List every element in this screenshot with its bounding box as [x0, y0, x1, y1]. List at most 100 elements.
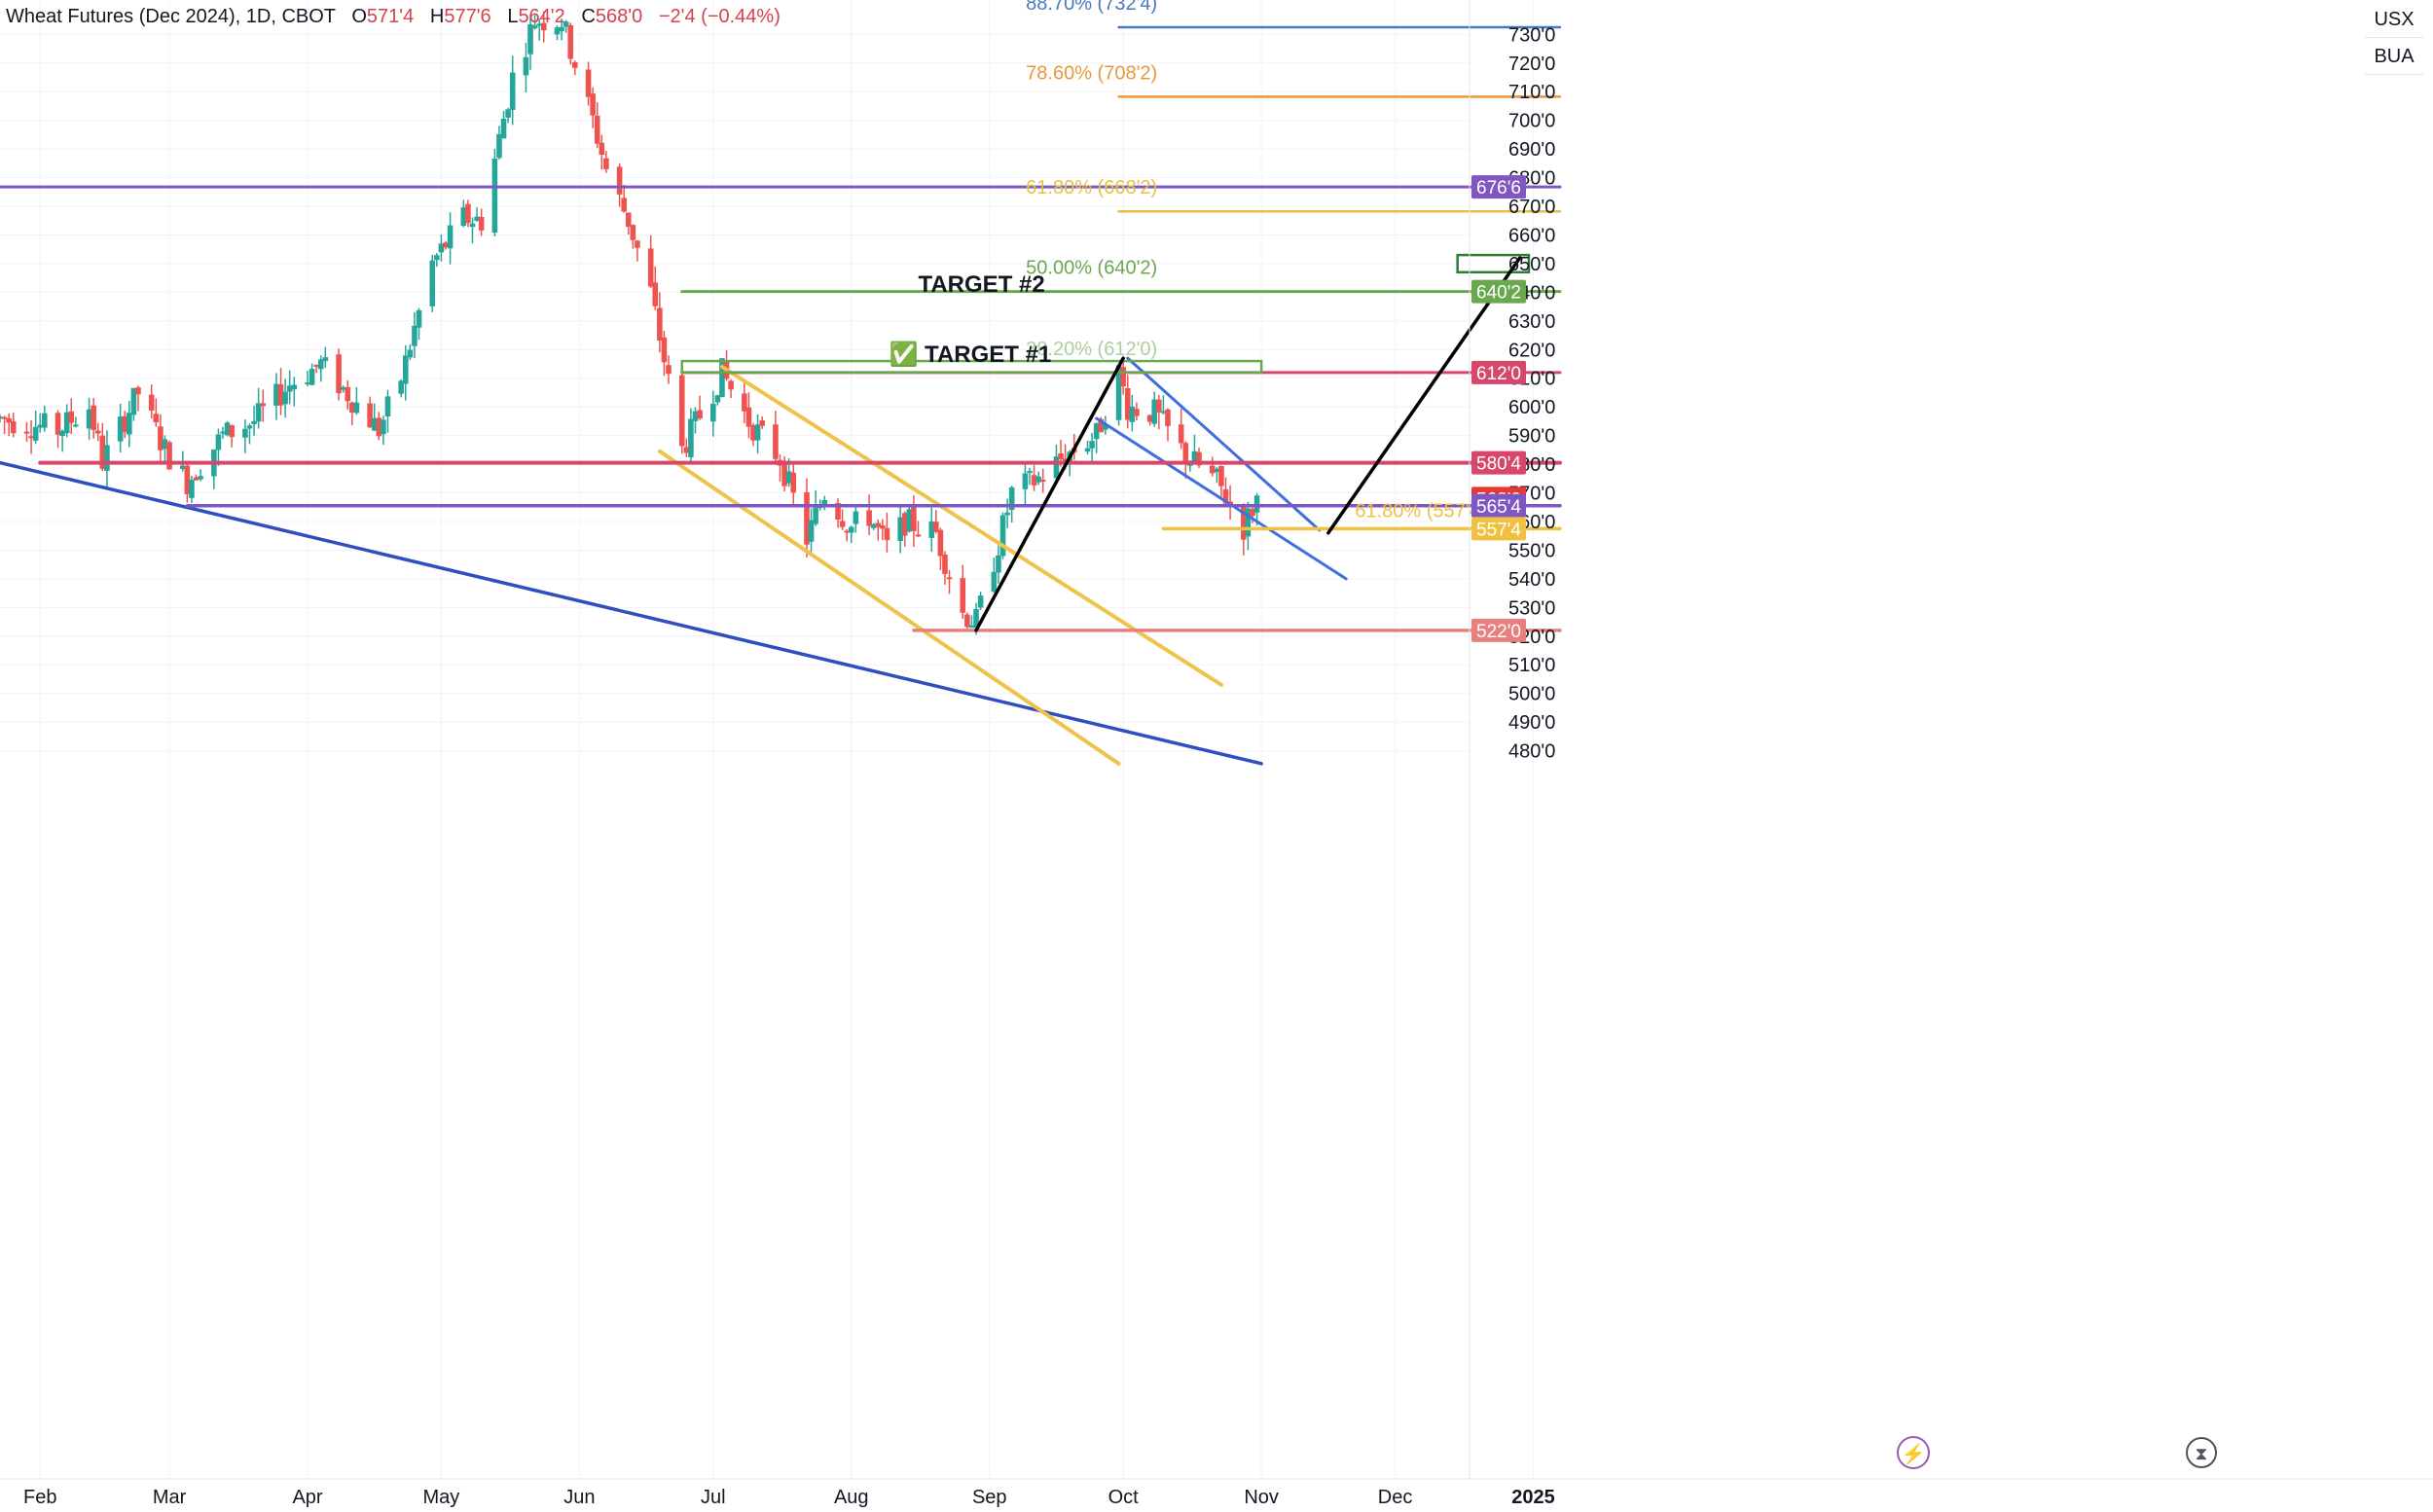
fib-label: 38.20% (612'0): [1026, 339, 1157, 360]
time-tick-label: Mar: [153, 1487, 187, 1508]
candle-body: [1084, 448, 1091, 452]
candle-body: [804, 491, 810, 545]
close-label: C: [581, 6, 596, 27]
candle-body: [130, 387, 137, 415]
candle-body: [500, 118, 507, 139]
candle-body: [1178, 424, 1184, 444]
price-tick-label: 710'0: [1508, 82, 1555, 103]
candle-body: [942, 555, 948, 574]
candle-body: [692, 411, 699, 421]
candle-body: [23, 431, 30, 434]
candle-body: [68, 411, 75, 423]
candle-body: [398, 380, 404, 394]
candle-body: [127, 413, 132, 435]
candle-body: [683, 447, 690, 453]
candle-body: [371, 417, 378, 431]
candle-body: [407, 349, 414, 358]
price-tick-label: 530'0: [1508, 597, 1555, 619]
channel-upper-line: [719, 364, 1223, 687]
price-tick-label: 630'0: [1508, 311, 1555, 333]
candle-body: [630, 225, 636, 240]
candle-body: [714, 395, 721, 403]
price-tick-label: 590'0: [1508, 426, 1555, 448]
candle-body: [960, 578, 966, 613]
candle-body: [666, 365, 672, 375]
candle-body: [808, 520, 815, 542]
candle-body: [933, 522, 939, 532]
candle-body: [790, 472, 797, 493]
price-tick-label: 690'0: [1508, 139, 1555, 161]
candle-body: [313, 365, 319, 368]
price-tag-bg: [1471, 618, 1526, 642]
candle-body: [63, 412, 70, 434]
candle-body: [968, 625, 975, 629]
candle-body: [866, 510, 872, 526]
candle-body: [0, 416, 3, 419]
candle-body: [179, 465, 186, 470]
candle-body: [603, 158, 609, 169]
candle-body: [710, 403, 716, 422]
candle-body: [647, 248, 654, 287]
candle-body: [198, 476, 203, 480]
flag-upper-line: [1126, 356, 1322, 532]
candle-body: [1187, 463, 1193, 466]
unit-button[interactable]: BUA: [2365, 39, 2423, 75]
candle-body: [848, 526, 854, 533]
candle-body: [460, 207, 467, 227]
candle-body: [1124, 387, 1131, 420]
candle-body: [491, 159, 498, 234]
candle-body: [242, 428, 248, 438]
candle-body: [317, 359, 324, 370]
target-1-box: [680, 359, 1263, 375]
candle-body: [870, 523, 877, 528]
candle-body: [54, 413, 61, 435]
impulse-line: [974, 356, 1125, 632]
time-tick-label: Aug: [834, 1487, 869, 1508]
time-tick-label: Sep: [972, 1487, 1007, 1508]
hourglass-glyph: ⧗: [2196, 1444, 2208, 1463]
candle-body: [1008, 486, 1015, 511]
candle-body: [478, 216, 485, 231]
open-value: 571'4: [366, 6, 415, 27]
candle-body: [915, 534, 922, 537]
candle-body: [973, 608, 979, 629]
candle-body: [158, 426, 163, 450]
candle-body: [536, 23, 542, 26]
candle-body: [59, 430, 65, 437]
candle-body: [1058, 452, 1064, 460]
candle-body: [117, 416, 124, 442]
candle-body: [572, 61, 578, 68]
candle-body: [773, 424, 779, 459]
candle-body: [785, 471, 792, 484]
price-tick-label: 700'0: [1508, 111, 1555, 132]
candle-body: [1165, 409, 1171, 426]
candle-body: [906, 509, 913, 532]
candle-body: [135, 387, 141, 395]
candle-body: [122, 415, 128, 432]
candle-body: [469, 223, 476, 228]
candle-body: [1151, 399, 1158, 424]
candle-body: [28, 436, 34, 439]
candle-body: [719, 358, 725, 397]
symbol-title: Wheat Futures (Dec 2024), 1D, CBOT: [6, 6, 336, 27]
candle-body: [523, 56, 529, 76]
candle-body: [1146, 414, 1153, 422]
candle-body: [1004, 512, 1010, 516]
price-tag-bg: [1471, 360, 1526, 384]
candle-body: [884, 527, 890, 541]
candle-body: [349, 402, 355, 414]
currency-button[interactable]: USX: [2365, 2, 2423, 38]
candle-body: [1196, 451, 1202, 466]
candle-body: [465, 203, 471, 224]
candle-body: [273, 383, 279, 406]
candle-body: [353, 402, 360, 414]
candle-body: [728, 380, 734, 390]
price-tick-label: 550'0: [1508, 540, 1555, 561]
candle-body: [754, 424, 761, 441]
candle-body: [148, 394, 155, 411]
price-tag-bg: [1471, 279, 1526, 304]
candle-body: [322, 357, 329, 362]
candle-body: [625, 212, 632, 228]
candle-body: [162, 439, 168, 450]
